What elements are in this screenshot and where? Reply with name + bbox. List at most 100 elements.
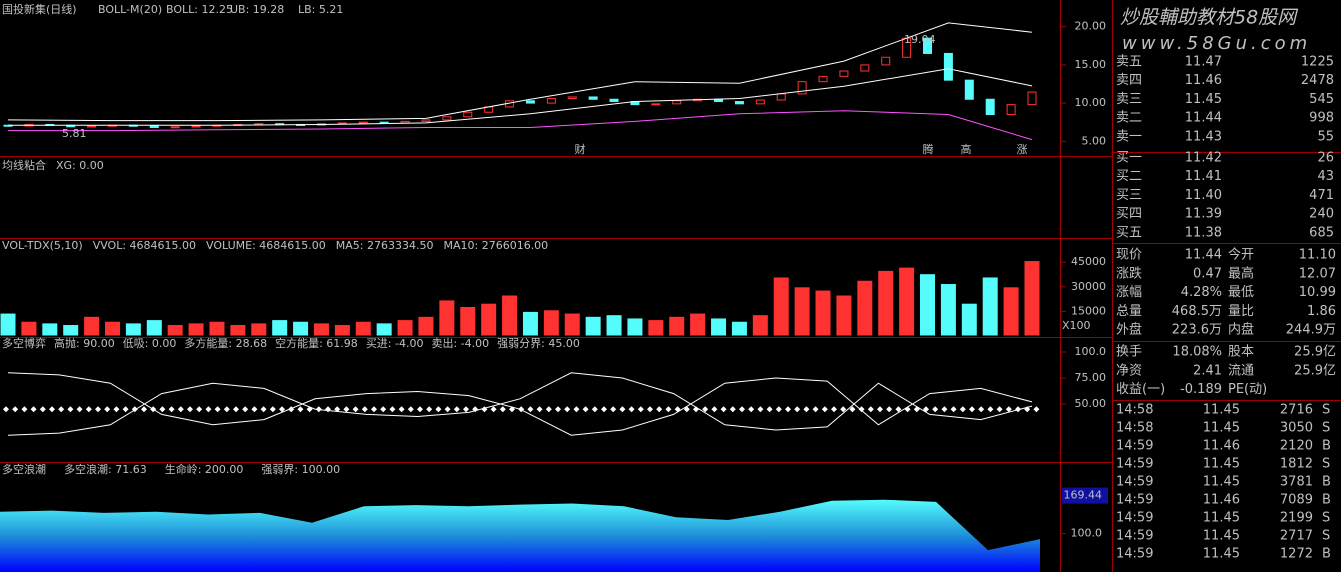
volume-bar xyxy=(271,319,289,337)
trade-side: S xyxy=(1322,457,1330,472)
volume-bar xyxy=(960,302,978,337)
quote-value: -0.189 xyxy=(1180,382,1222,397)
divider-diamond xyxy=(233,406,239,413)
y-tick-label: 5.00 xyxy=(1082,134,1107,147)
trade-price: 11.45 xyxy=(1203,457,1240,472)
volume-bar xyxy=(689,312,707,337)
candle xyxy=(964,79,974,100)
divider-diamond xyxy=(39,406,46,413)
ob-label: 买三 xyxy=(1116,188,1142,203)
y-tick-label: 75.00 xyxy=(1075,371,1107,384)
divider-diamond xyxy=(978,406,985,413)
ob-volume: 55 xyxy=(1317,129,1334,144)
divider-diamond xyxy=(932,406,939,413)
divider-diamond xyxy=(527,406,534,413)
trade-time: 14:59 xyxy=(1116,547,1153,562)
volume-bar xyxy=(20,320,38,337)
quote-value: 223.6万 xyxy=(1172,323,1222,338)
divider-diamond xyxy=(260,406,267,413)
volume-bar xyxy=(730,320,748,337)
trade-time: 14:59 xyxy=(1116,439,1153,454)
ob-price: 11.42 xyxy=(1185,151,1222,166)
ob-price: 11.46 xyxy=(1185,73,1222,88)
divider-diamond xyxy=(389,406,396,413)
divider-diamond xyxy=(886,406,893,413)
trade-time: 14:59 xyxy=(1116,511,1153,526)
divider-diamond xyxy=(683,406,690,413)
divider-diamond xyxy=(748,406,755,413)
xg-value: XG: 0.00 xyxy=(56,159,104,172)
wave-label: 多空浪潮 xyxy=(2,462,46,476)
candle xyxy=(672,100,682,105)
y-tick-label: 100.0 xyxy=(1075,345,1107,358)
divider-diamond xyxy=(242,406,249,413)
volume-bar xyxy=(835,294,853,337)
trade-time: 14:58 xyxy=(1116,403,1153,418)
divider-diamond xyxy=(904,406,911,413)
divider-diamond xyxy=(168,406,175,413)
volume-bar xyxy=(563,312,581,337)
divider-diamond xyxy=(913,406,920,413)
divider-diamond xyxy=(196,406,203,413)
divider-diamond xyxy=(969,406,975,413)
divider-diamond xyxy=(987,406,994,413)
divider-diamond xyxy=(3,406,9,413)
divider-diamond xyxy=(315,406,322,413)
volume-bar xyxy=(103,320,121,337)
divider-diamond xyxy=(223,406,230,413)
candle xyxy=(358,121,368,124)
divider-diamond xyxy=(58,406,65,413)
candle xyxy=(567,96,577,99)
trade-price: 11.45 xyxy=(1203,529,1240,544)
divider-diamond xyxy=(499,406,506,413)
candle xyxy=(651,103,661,106)
quote-value: 12.07 xyxy=(1299,266,1336,281)
ob-price: 11.39 xyxy=(1185,207,1222,222)
ob-price: 11.45 xyxy=(1185,92,1222,107)
ob-label: 卖五 xyxy=(1116,55,1142,70)
quote-label: 量比 xyxy=(1228,304,1254,319)
divider-diamond xyxy=(463,406,469,413)
divider-diamond xyxy=(895,406,902,413)
divider-diamond xyxy=(702,406,709,413)
ob-price: 11.41 xyxy=(1185,169,1222,184)
volume-bar xyxy=(751,314,769,337)
candle xyxy=(421,119,431,122)
trade-price: 11.45 xyxy=(1203,511,1240,526)
divider-diamond xyxy=(996,406,1003,413)
y-tick-label: 10.00 xyxy=(1075,96,1107,109)
volume-bar xyxy=(187,322,205,337)
quote-value: 18.08% xyxy=(1172,345,1222,360)
trade-time: 14:59 xyxy=(1116,475,1153,490)
volume-label: VOLUME: 4684615.00 xyxy=(206,239,326,252)
trade-volume: 3050 xyxy=(1280,421,1313,436)
volume-bar xyxy=(793,286,811,337)
divider-diamond xyxy=(1005,406,1012,413)
trade-side: S xyxy=(1322,511,1330,526)
candle xyxy=(797,81,807,95)
ob-volume: 1225 xyxy=(1301,55,1334,70)
volume-bar xyxy=(250,322,268,337)
ob-price: 11.44 xyxy=(1185,111,1222,126)
divider-diamond xyxy=(720,406,727,413)
trade-time: 14:59 xyxy=(1116,457,1153,472)
ob-volume: 545 xyxy=(1309,92,1334,107)
divider-diamond xyxy=(21,406,28,413)
divider-diamond xyxy=(812,406,819,413)
divider-diamond xyxy=(619,406,626,413)
volume-bar xyxy=(1023,260,1041,337)
quote-label: 最低 xyxy=(1228,285,1254,300)
quote-label: 换手 xyxy=(1116,345,1142,360)
y-tick-label: 169.44 xyxy=(1064,489,1103,502)
candle xyxy=(463,111,473,118)
divider-diamond xyxy=(757,406,764,413)
trade-volume: 2717 xyxy=(1280,529,1313,544)
divider-diamond xyxy=(279,406,285,413)
quote-label: 股本 xyxy=(1228,345,1254,360)
candle xyxy=(755,99,765,105)
ob-label: 卖四 xyxy=(1116,73,1142,88)
divider-diamond xyxy=(472,406,479,413)
trade-side: S xyxy=(1322,421,1330,436)
volume-bar xyxy=(0,312,17,337)
volume-bar xyxy=(229,324,247,337)
